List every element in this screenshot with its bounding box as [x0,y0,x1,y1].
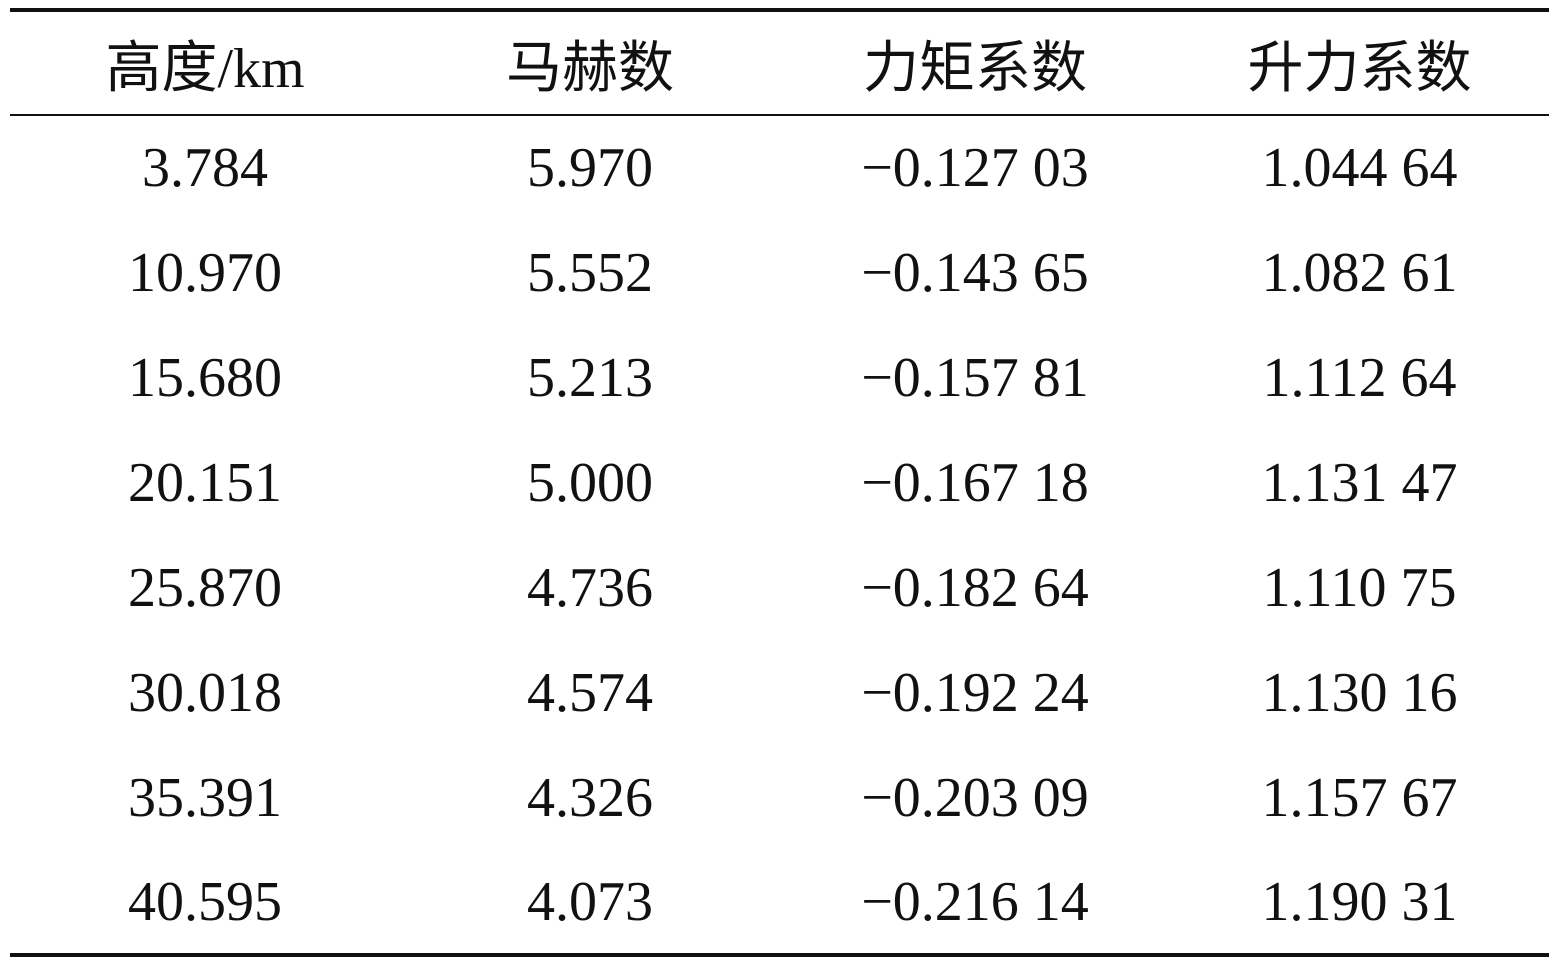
data-table: 高度/km 马赫数 力矩系数 升力系数 3.784 5.970 −0.127 03 1.04… [10,8,1549,957]
table-cell: 5.000 [527,451,653,514]
table-cell: 30.018 [128,661,282,724]
table-cell: 40.595 [128,870,282,933]
table-cell: 4.073 [527,870,653,933]
table-cell: 4.736 [527,556,653,619]
table-cell: −0.167 18 [861,451,1089,514]
table-cell: −0.143 65 [861,241,1089,304]
table-cell: 4.326 [527,766,653,829]
table-row: 40.595 4.073 −0.216 14 1.190 31 [10,850,1549,955]
table-row: 20.151 5.000 −0.167 18 1.131 47 [10,430,1549,535]
header-cell: 升力系数 [1247,37,1472,100]
table-cell: 15.680 [128,346,282,409]
header-cell: 高度/km [105,37,305,100]
table-row: 3.784 5.970 −0.127 03 1.044 64 [10,115,1549,220]
table-row: 35.391 4.326 −0.203 09 1.157 67 [10,745,1549,850]
table-row: 15.680 5.213 −0.157 81 1.112 64 [10,325,1549,430]
table-cell: −0.216 14 [861,870,1089,933]
table-cell: 1.131 47 [1261,451,1458,514]
table-cell: 10.970 [128,241,282,304]
header-cell: 马赫数 [506,37,674,100]
table-body: 3.784 5.970 −0.127 03 1.044 64 10.970 5.552 −0… [10,115,1549,955]
table-cell: −0.157 81 [861,346,1089,409]
table-cell: 1.190 31 [1261,870,1458,933]
header-cell: 力矩系数 [863,37,1087,100]
table-cell: −0.127 03 [861,137,1089,199]
table-cell: 1.157 67 [1261,766,1458,829]
table-header: 高度/km 马赫数 力矩系数 升力系数 [10,10,1549,115]
table-cell: 1.110 75 [1262,556,1457,619]
table-cell: 1.082 61 [1261,241,1458,304]
table-cell: 25.870 [128,556,282,619]
table-cell: 1.044 64 [1261,137,1458,199]
table-cell: 20.151 [128,451,282,514]
table-row: 10.970 5.552 −0.143 65 1.082 61 [10,220,1549,325]
table-cell: 3.784 [142,137,268,199]
table-cell: −0.182 64 [861,556,1089,619]
table-cell: 4.574 [527,661,653,724]
table-cell: 5.970 [527,137,653,199]
table-cell: 5.552 [527,241,653,304]
table-cell: −0.192 24 [861,661,1089,724]
table-cell: 35.391 [128,766,282,829]
table-cell: 1.112 64 [1262,346,1457,409]
table-row: 25.870 4.736 −0.182 64 1.110 75 [10,535,1549,640]
table-cell: 1.130 16 [1261,661,1458,724]
table-cell: −0.203 09 [861,766,1089,829]
table-cell: 5.213 [527,346,653,409]
header-row: 高度/km 马赫数 力矩系数 升力系数 [10,10,1549,115]
table-row: 30.018 4.574 −0.192 24 1.130 16 [10,640,1549,745]
